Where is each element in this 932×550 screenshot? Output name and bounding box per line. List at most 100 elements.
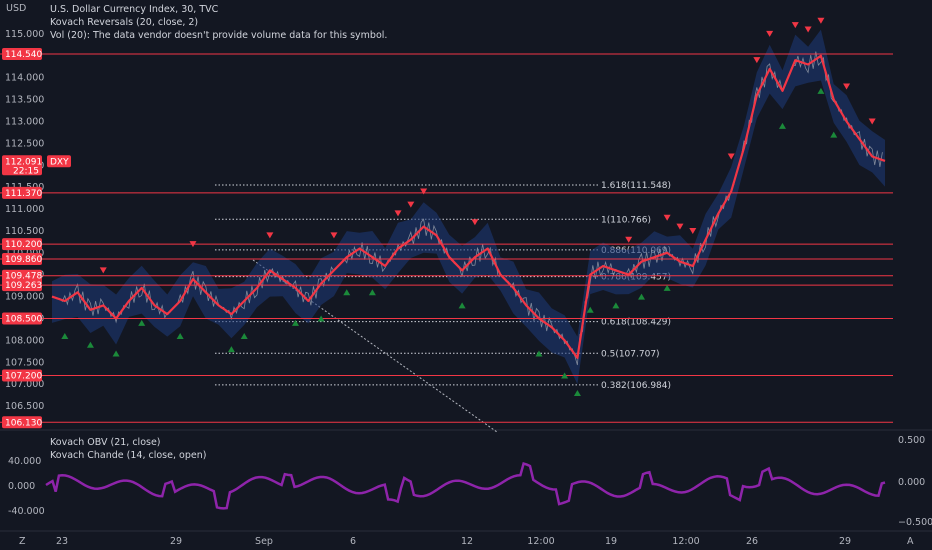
current-price-value: 112.091 xyxy=(5,157,42,167)
price-tag-value: 109.478 xyxy=(5,272,42,282)
price-tag: 109.478 xyxy=(2,269,42,282)
price-tag: 111.370 xyxy=(2,186,42,199)
legend-obv[interactable]: Kovach OBV (21, close) xyxy=(50,437,161,448)
price-tag: 110.200 xyxy=(2,238,42,251)
price-tag-value: 108.500 xyxy=(5,315,42,325)
sub-right-axis-label: 0.000 xyxy=(898,477,925,488)
bearish-reversal-marker xyxy=(663,214,671,221)
bearish-reversal-marker xyxy=(817,17,825,24)
bullish-reversal-marker xyxy=(368,289,376,296)
bullish-reversal-marker xyxy=(61,333,69,340)
bearish-reversal-marker xyxy=(99,267,107,274)
legend-chande[interactable]: Kovach Chande (14, close, open) xyxy=(50,450,207,461)
bullish-reversal-marker xyxy=(176,333,184,340)
bearish-reversal-marker xyxy=(804,26,812,33)
bullish-reversal-marker xyxy=(663,284,671,291)
auto-scale-button[interactable]: A xyxy=(907,536,914,547)
time-axis-label: 12:00 xyxy=(672,536,699,547)
bearish-reversal-marker xyxy=(407,201,415,208)
price-tag-bg xyxy=(2,279,42,292)
price-axis-label: 114.000 xyxy=(5,73,44,84)
time-axis-label: Sep xyxy=(255,536,273,547)
price-tag-bg xyxy=(2,312,42,325)
bullish-reversal-marker xyxy=(535,350,543,357)
bullish-reversal-marker xyxy=(778,122,786,129)
bullish-reversal-marker xyxy=(291,319,299,326)
price-axis-label: 106.500 xyxy=(5,401,44,412)
price-tag-bg xyxy=(2,186,42,199)
bearish-reversal-marker xyxy=(625,236,633,243)
price-axis-label: 108.000 xyxy=(5,335,44,346)
bullish-reversal-marker xyxy=(817,87,825,94)
legend-symbol[interactable]: U.S. Dollar Currency Index, 30, TVC xyxy=(50,4,219,15)
price-axis-label: 111.000 xyxy=(5,204,44,215)
time-axis-label: 29 xyxy=(170,536,182,547)
sub-legend: Kovach OBV (21, close) Kovach Chande (14… xyxy=(50,436,206,462)
price-axis-label: 110.500 xyxy=(5,226,44,237)
price-tag: 114.540 xyxy=(2,48,42,61)
bearish-reversal-marker xyxy=(791,22,799,29)
bullish-reversal-marker xyxy=(86,341,94,348)
current-price-countdown: 22:15 xyxy=(13,166,39,176)
legend-indicator-volume[interactable]: Vol (20): The data vendor doesn't provid… xyxy=(50,30,388,41)
price-axis-label: 113.000 xyxy=(5,116,44,127)
bullish-reversal-marker xyxy=(138,319,146,326)
price-axis-label: 112.500 xyxy=(5,138,44,149)
price-tag: 108.500 xyxy=(2,312,42,325)
current-price-bg xyxy=(2,155,42,176)
price-axis-label: 107.000 xyxy=(5,379,44,390)
legend: U.S. Dollar Currency Index, 30, TVC Kova… xyxy=(50,3,387,42)
sub-right-axis-label: −0.500 xyxy=(898,517,932,528)
bullish-reversal-marker xyxy=(343,289,351,296)
sub-left-axis-label: 0.000 xyxy=(8,481,35,492)
sub-left-axis-label: 40.000 xyxy=(8,456,41,467)
time-axis-label: 26 xyxy=(746,536,758,547)
legend-indicator-reversals[interactable]: Kovach Reversals (20, close, 2) xyxy=(50,17,199,28)
bearish-reversal-marker xyxy=(420,188,428,195)
bearish-reversal-marker xyxy=(471,219,479,226)
price-axis-label: 109.000 xyxy=(5,292,44,303)
bullish-reversal-marker xyxy=(612,302,620,309)
bearish-reversal-marker xyxy=(843,83,851,90)
bullish-reversal-marker xyxy=(240,333,248,340)
price-tag-bg xyxy=(2,369,42,382)
fib-level-label: 0.382(106.984) xyxy=(601,381,671,391)
bearish-reversal-marker xyxy=(266,232,274,239)
bearish-reversal-marker xyxy=(394,210,402,217)
bearish-reversal-marker xyxy=(330,232,338,239)
price-tag: 106.130 xyxy=(2,416,42,429)
sub-right-axis-label: 0.500 xyxy=(898,435,925,446)
bullish-reversal-marker xyxy=(317,315,325,322)
time-axis-label: 12:00 xyxy=(527,536,554,547)
price-tag: 109.263 xyxy=(2,279,42,292)
fib-level-label: 0.618(108.429) xyxy=(601,318,671,328)
price-line xyxy=(51,54,886,359)
fib-level-label: 0.5(107.707) xyxy=(601,349,660,359)
time-axis-label: 29 xyxy=(839,536,851,547)
bearish-reversal-marker xyxy=(676,223,684,230)
price-tag-bg xyxy=(2,252,42,265)
bullish-reversal-marker xyxy=(586,306,594,313)
symbol-tag-bg xyxy=(47,155,71,168)
time-axis-label: 19 xyxy=(605,536,617,547)
price-tag: 109.860 xyxy=(2,252,42,265)
zoom-reset-button[interactable]: Z xyxy=(19,536,26,547)
price-axis-label: 115.000 xyxy=(5,29,44,40)
bullish-reversal-marker xyxy=(458,302,466,309)
price-tag-bg xyxy=(2,269,42,282)
currency-label: USD xyxy=(6,3,26,14)
price-tag-value: 109.263 xyxy=(5,281,42,291)
fib-level-label: 1.618(111.548) xyxy=(601,181,671,191)
price-tag: 107.200 xyxy=(2,369,42,382)
time-axis-label: 23 xyxy=(56,536,68,547)
volatility-band xyxy=(52,29,885,385)
time-axis-label: 12 xyxy=(461,536,473,547)
bearish-reversal-marker xyxy=(868,118,876,125)
price-tag-value: 110.200 xyxy=(5,240,42,250)
price-axis-label: 113.500 xyxy=(5,95,44,106)
chande-oscillator-line xyxy=(45,462,886,510)
price-tag-value: 114.540 xyxy=(5,50,42,60)
